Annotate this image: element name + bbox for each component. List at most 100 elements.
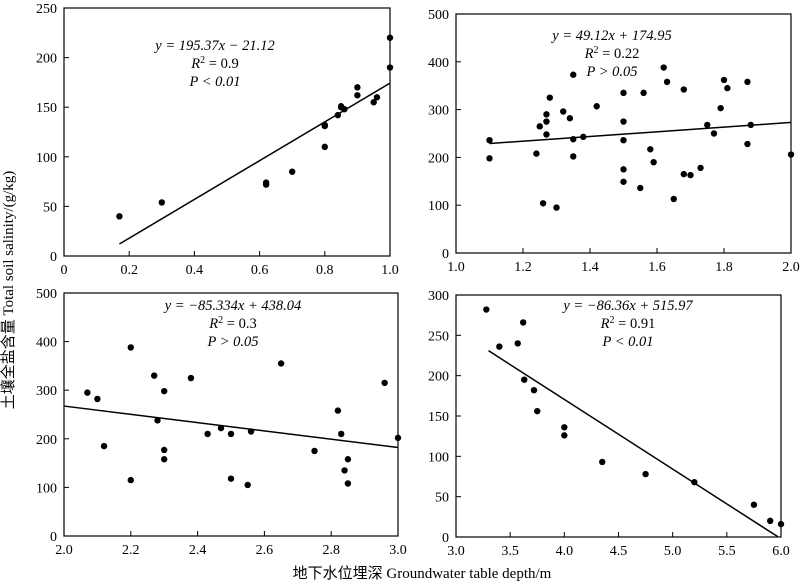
data-point [561, 432, 568, 439]
data-point [744, 78, 751, 86]
data-point [370, 99, 377, 106]
r-squared-label: R2 = 0.91 [600, 315, 656, 333]
x-tick-label: 6.0 [772, 544, 790, 559]
data-point [697, 164, 704, 172]
data-point [620, 178, 627, 185]
data-point [521, 376, 528, 383]
p-value-label: P > 0.05 [585, 64, 637, 80]
x-axis-title: 地下水位埋深 Groundwater table depth/m [293, 565, 552, 582]
r-squared-label: R2 = 0.22 [584, 45, 640, 63]
data-point [321, 121, 328, 129]
data-point [534, 407, 541, 415]
data-point [386, 34, 394, 41]
y-tick-label: 150 [36, 101, 57, 116]
y-tick-label: 150 [428, 410, 449, 425]
data-point [710, 130, 718, 137]
data-point [373, 94, 381, 101]
data-point [127, 476, 134, 484]
data-point [486, 136, 493, 144]
regression-equation: y = 49.12x + 174.95 [550, 28, 671, 44]
data-point [553, 204, 560, 211]
data-point [560, 108, 567, 115]
data-point [341, 105, 348, 113]
y-tick-label: 0 [442, 247, 449, 262]
data-point [116, 213, 123, 220]
regression-equation: y = −85.334x + 438.04 [163, 298, 301, 314]
data-point [100, 442, 108, 450]
regression-equation: y = −86.36x + 515.97 [561, 298, 693, 314]
x-tick-label: 2.0 [55, 543, 73, 558]
y-tick-label: 100 [428, 199, 449, 214]
x-tick-label: 5.5 [718, 544, 736, 559]
x-tick-label: 1.8 [715, 260, 733, 275]
data-point [289, 168, 296, 175]
data-point [161, 446, 168, 454]
p-value-label: P < 0.01 [601, 334, 653, 350]
r-squared-label: R2 = 0.9 [190, 55, 238, 73]
y-tick-label: 0 [50, 530, 57, 545]
data-point [338, 430, 345, 438]
data-point [566, 115, 574, 122]
data-point [311, 447, 318, 455]
y-tick-label: 50 [43, 200, 57, 215]
data-point [187, 374, 195, 382]
data-point [570, 136, 577, 143]
data-point [247, 428, 255, 435]
data-point [640, 89, 647, 97]
data-point [747, 121, 754, 129]
y-tick-label: 200 [428, 370, 449, 385]
data-point [704, 121, 711, 129]
data-point [244, 481, 251, 489]
y-tick-label: 100 [36, 151, 57, 166]
panel-bottom-right: 3.0 3.5 4.0 4.5 5.0 5.5 6.0 0 50 100 150 200 250 300 y… [428, 289, 790, 559]
data-point [680, 86, 687, 93]
y-tick-label: 500 [428, 8, 449, 23]
x-tick-label: 3.0 [389, 543, 407, 558]
regression-line [119, 82, 391, 245]
data-point [717, 104, 724, 112]
y-tick-label: 0 [50, 250, 57, 265]
y-tick-label: 400 [36, 336, 57, 351]
y-tick-label: 200 [36, 52, 57, 67]
y-tick-label: 50 [435, 491, 449, 506]
y-tick-label: 500 [36, 287, 57, 302]
data-point [277, 360, 285, 367]
data-point [536, 123, 543, 130]
x-tick-label: 1.0 [381, 263, 399, 278]
data-point [777, 520, 785, 528]
x-tick-label: 0.6 [251, 263, 269, 278]
y-tick-label: 300 [428, 289, 449, 304]
x-tick-label: 3.0 [447, 544, 465, 559]
data-point [620, 136, 627, 144]
y-tick-label: 250 [36, 2, 57, 17]
data-point [217, 424, 225, 432]
data-point [647, 146, 654, 153]
x-tick-label: 1.2 [514, 260, 532, 275]
data-point [344, 480, 352, 487]
data-point [539, 200, 547, 207]
data-point [543, 118, 550, 125]
data-point [580, 133, 587, 141]
data-point [530, 386, 538, 394]
data-point [321, 143, 328, 151]
x-tick-label: 2.2 [122, 543, 140, 558]
data-point [570, 153, 577, 160]
regression-line [488, 350, 779, 538]
plot-frame [63, 7, 391, 257]
data-point [599, 458, 606, 466]
data-point [150, 372, 158, 379]
data-point [496, 343, 503, 350]
data-point [154, 417, 161, 424]
data-point [620, 89, 627, 97]
data-point [650, 158, 657, 166]
data-point [720, 76, 728, 84]
y-tick-label: 300 [36, 384, 57, 399]
data-point [744, 140, 751, 148]
x-tick-label: 1.6 [648, 260, 666, 275]
data-point [334, 111, 342, 119]
p-value-label: P > 0.05 [206, 334, 258, 350]
data-point [787, 151, 795, 158]
data-point [262, 179, 270, 186]
x-tick-label: 4.5 [610, 544, 628, 559]
data-point [519, 319, 527, 326]
